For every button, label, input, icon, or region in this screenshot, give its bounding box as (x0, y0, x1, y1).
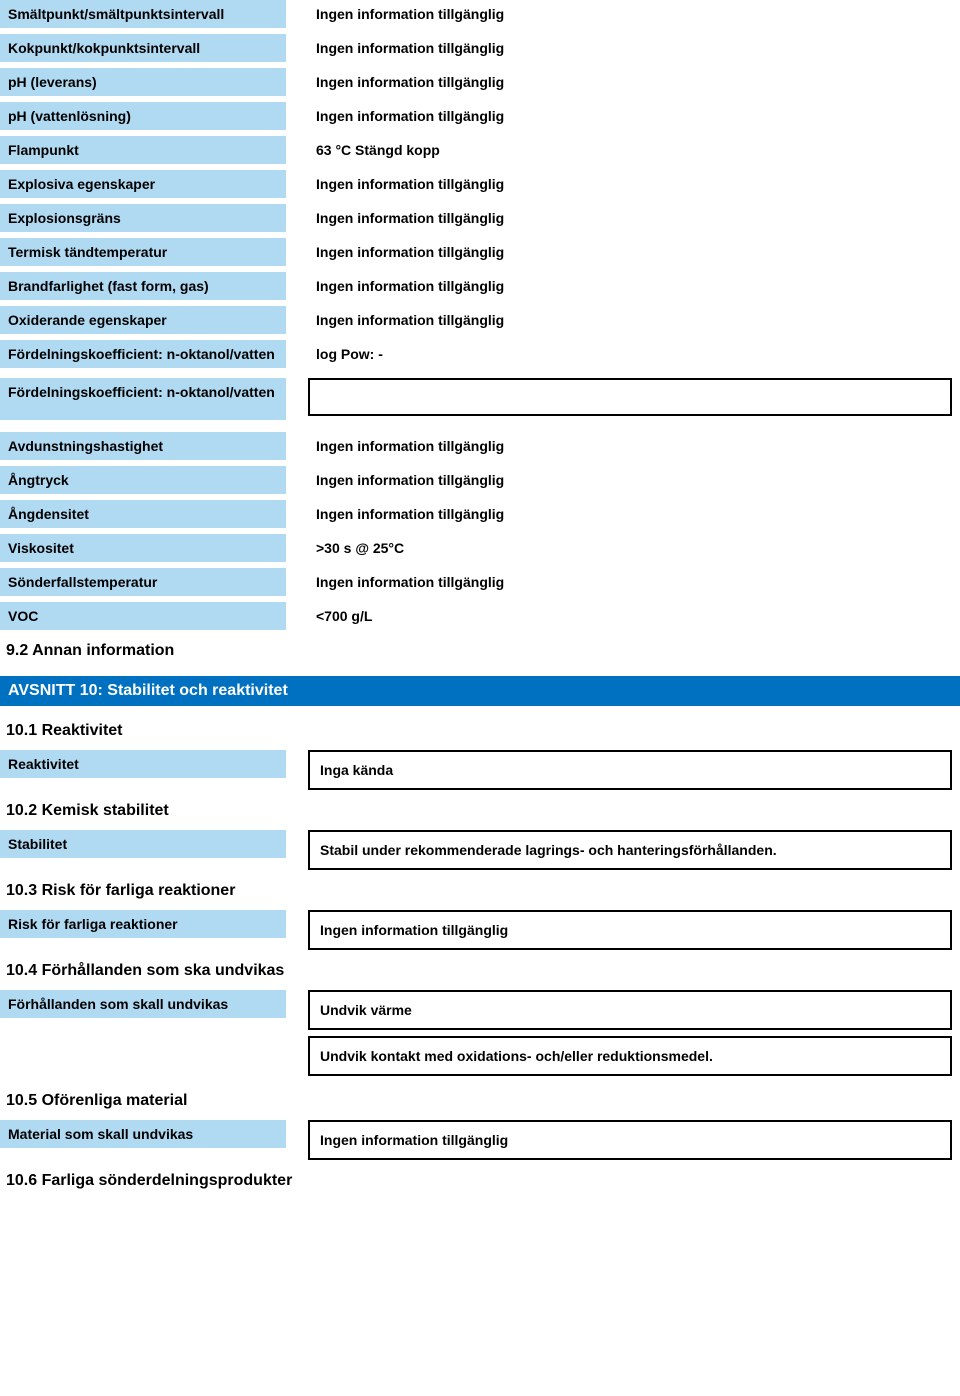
property-value: <700 g/L (308, 602, 960, 630)
property-value: Ingen information tillgänglig (308, 568, 960, 596)
property-row-boxed: Risk för farliga reaktioner Ingen inform… (0, 910, 960, 950)
property-row: Kokpunkt/kokpunktsintervall Ingen inform… (0, 34, 960, 62)
section-10-title: AVSNITT 10: Stabilitet och reaktivitet (0, 676, 960, 706)
property-row: Flampunkt 63 °C Stängd kopp (0, 136, 960, 164)
property-value-boxed: Inga kända (308, 750, 952, 790)
sds-page: Smältpunkt/smältpunktsintervall Ingen in… (0, 0, 960, 1200)
subheading-10-2: 10.2 Kemisk stabilitet (0, 796, 960, 830)
property-label: Ångtryck (0, 466, 286, 494)
subheading-9-2: 9.2 Annan information (0, 636, 960, 670)
property-row: Termisk tändtemperatur Ingen information… (0, 238, 960, 266)
property-label: Fördelningskoefficient: n-oktanol/vatten (0, 378, 286, 420)
property-row: Viskositet >30 s @ 25°C (0, 534, 960, 562)
property-row-boxed: Förhållanden som skall undvikas Undvik v… (0, 990, 960, 1030)
property-value: Ingen information tillgänglig (308, 272, 960, 300)
subheading-10-1: 10.1 Reaktivitet (0, 716, 960, 750)
property-value: 63 °C Stängd kopp (308, 136, 960, 164)
property-row-boxed: Material som skall undvikas Ingen inform… (0, 1120, 960, 1160)
property-value: Ingen information tillgänglig (308, 238, 960, 266)
property-label: Explosiva egenskaper (0, 170, 286, 198)
property-row: pH (leverans) Ingen information tillgäng… (0, 68, 960, 96)
property-label: Viskositet (0, 534, 286, 562)
property-label: Material som skall undvikas (0, 1120, 286, 1148)
property-value: >30 s @ 25°C (308, 534, 960, 562)
property-label: Flampunkt (0, 136, 286, 164)
property-value-boxed: Undvik värme (308, 990, 952, 1030)
property-label: Ångdensitet (0, 500, 286, 528)
property-value: Ingen information tillgänglig (308, 170, 960, 198)
property-row-boxed: Reaktivitet Inga kända (0, 750, 960, 790)
property-row: Oxiderande egenskaper Ingen information … (0, 306, 960, 334)
property-row: Explosionsgräns Ingen information tillgä… (0, 204, 960, 232)
subheading-10-3: 10.3 Risk för farliga reaktioner (0, 876, 960, 910)
property-row: Avdunstningshastighet Ingen information … (0, 432, 960, 460)
property-value-boxed: Ingen information tillgänglig (308, 910, 952, 950)
property-label: Kokpunkt/kokpunktsintervall (0, 34, 286, 62)
property-value: Ingen information tillgänglig (308, 0, 960, 28)
property-value: Ingen information tillgänglig (308, 204, 960, 232)
property-label: Termisk tändtemperatur (0, 238, 286, 266)
property-row: Ångtryck Ingen information tillgänglig (0, 466, 960, 494)
property-value: Ingen information tillgänglig (308, 500, 960, 528)
property-label: Avdunstningshastighet (0, 432, 286, 460)
property-value: Ingen information tillgänglig (308, 102, 960, 130)
property-row: Smältpunkt/smältpunktsintervall Ingen in… (0, 0, 960, 28)
property-value: Ingen information tillgänglig (308, 68, 960, 96)
property-label: Risk för farliga reaktioner (0, 910, 286, 938)
subheading-10-6: 10.6 Farliga sönderdelningsprodukter (0, 1166, 960, 1200)
property-value: Ingen information tillgänglig (308, 432, 960, 460)
property-value: Ingen information tillgänglig (308, 306, 960, 334)
property-label: Förhållanden som skall undvikas (0, 990, 286, 1018)
property-value-boxed: Stabil under rekommenderade lagrings- oc… (308, 830, 952, 870)
property-row: Ångdensitet Ingen information tillgängli… (0, 500, 960, 528)
property-label: VOC (0, 602, 286, 630)
subheading-10-4: 10.4 Förhållanden som ska undvikas (0, 956, 960, 990)
property-value: Ingen information tillgänglig (308, 466, 960, 494)
property-label: Smältpunkt/smältpunktsintervall (0, 0, 286, 28)
property-label: Brandfarlighet (fast form, gas) (0, 272, 286, 300)
property-value: Ingen information tillgänglig (308, 34, 960, 62)
property-label: Fördelningskoefficient: n-oktanol/vatten (0, 340, 286, 368)
property-label: pH (vattenlösning) (0, 102, 286, 130)
property-row: pH (vattenlösning) Ingen information til… (0, 102, 960, 130)
property-label: pH (leverans) (0, 68, 286, 96)
property-value: log Pow: - (308, 340, 960, 368)
property-row: Explosiva egenskaper Ingen information t… (0, 170, 960, 198)
property-row: Brandfarlighet (fast form, gas) Ingen in… (0, 272, 960, 300)
property-value-boxed (308, 378, 952, 416)
property-row: Sönderfallstemperatur Ingen information … (0, 568, 960, 596)
property-label: Sönderfallstemperatur (0, 568, 286, 596)
property-row: Fördelningskoefficient: n-oktanol/vatten… (0, 340, 960, 368)
property-row-boxed: Stabilitet Stabil under rekommenderade l… (0, 830, 960, 870)
property-label: Oxiderande egenskaper (0, 306, 286, 334)
property-row: VOC <700 g/L (0, 602, 960, 630)
property-label: Stabilitet (0, 830, 286, 858)
property-value-boxed: Ingen information tillgänglig (308, 1120, 952, 1160)
subheading-10-5: 10.5 Oförenliga material (0, 1086, 960, 1120)
property-row-boxed: Fördelningskoefficient: n-oktanol/vatten (0, 378, 960, 420)
property-label: Reaktivitet (0, 750, 286, 778)
property-extra-boxed: Undvik kontakt med oxidations- och/eller… (308, 1036, 952, 1076)
property-label: Explosionsgräns (0, 204, 286, 232)
